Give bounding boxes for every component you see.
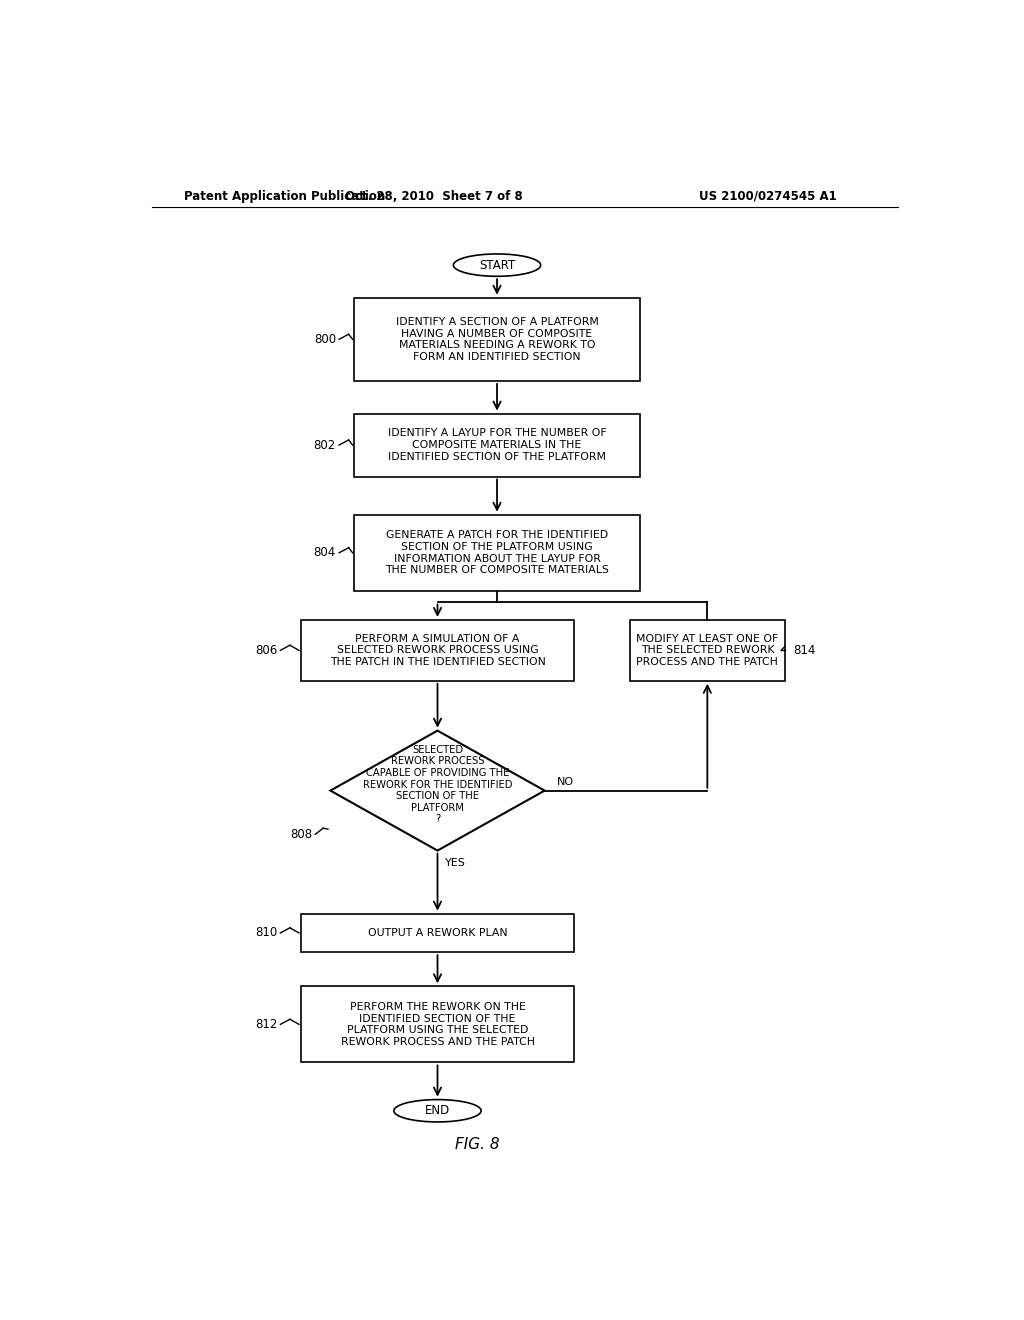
Text: SELECTED
REWORK PROCESS
CAPABLE OF PROVIDING THE
REWORK FOR THE IDENTIFIED
SECTI: SELECTED REWORK PROCESS CAPABLE OF PROVI…: [362, 744, 512, 824]
Text: Oct. 28, 2010  Sheet 7 of 8: Oct. 28, 2010 Sheet 7 of 8: [345, 190, 522, 202]
FancyBboxPatch shape: [630, 620, 784, 681]
Text: PERFORM A SIMULATION OF A
SELECTED REWORK PROCESS USING
THE PATCH IN THE IDENTIF: PERFORM A SIMULATION OF A SELECTED REWOR…: [330, 634, 546, 667]
Text: END: END: [425, 1105, 451, 1117]
Text: 814: 814: [793, 644, 815, 657]
Ellipse shape: [394, 1100, 481, 1122]
FancyBboxPatch shape: [354, 515, 640, 591]
Text: 810: 810: [255, 927, 278, 940]
FancyBboxPatch shape: [301, 620, 574, 681]
Text: YES: YES: [445, 858, 466, 867]
Text: 812: 812: [255, 1018, 278, 1031]
FancyBboxPatch shape: [301, 986, 574, 1063]
Text: 802: 802: [313, 438, 336, 451]
Ellipse shape: [454, 253, 541, 276]
Text: IDENTIFY A SECTION OF A PLATFORM
HAVING A NUMBER OF COMPOSITE
MATERIALS NEEDING : IDENTIFY A SECTION OF A PLATFORM HAVING …: [395, 317, 598, 362]
Text: 808: 808: [290, 828, 312, 841]
Text: IDENTIFY A LAYUP FOR THE NUMBER OF
COMPOSITE MATERIALS IN THE
IDENTIFIED SECTION: IDENTIFY A LAYUP FOR THE NUMBER OF COMPO…: [388, 429, 606, 462]
Text: 806: 806: [255, 644, 278, 657]
Text: 804: 804: [313, 546, 336, 560]
Text: OUTPUT A REWORK PLAN: OUTPUT A REWORK PLAN: [368, 928, 507, 939]
Text: Patent Application Publication: Patent Application Publication: [183, 190, 385, 202]
FancyBboxPatch shape: [354, 413, 640, 477]
Text: GENERATE A PATCH FOR THE IDENTIFIED
SECTION OF THE PLATFORM USING
INFORMATION AB: GENERATE A PATCH FOR THE IDENTIFIED SECT…: [385, 531, 609, 576]
Text: START: START: [479, 259, 515, 272]
Text: 800: 800: [313, 333, 336, 346]
Text: FIG. 8: FIG. 8: [455, 1137, 500, 1152]
Text: US 2100/0274545 A1: US 2100/0274545 A1: [699, 190, 838, 202]
Polygon shape: [331, 731, 545, 850]
Text: MODIFY AT LEAST ONE OF
THE SELECTED REWORK
PROCESS AND THE PATCH: MODIFY AT LEAST ONE OF THE SELECTED REWO…: [636, 634, 778, 667]
Text: PERFORM THE REWORK ON THE
IDENTIFIED SECTION OF THE
PLATFORM USING THE SELECTED
: PERFORM THE REWORK ON THE IDENTIFIED SEC…: [341, 1002, 535, 1047]
FancyBboxPatch shape: [301, 913, 574, 952]
FancyBboxPatch shape: [354, 297, 640, 381]
Text: NO: NO: [557, 777, 573, 788]
